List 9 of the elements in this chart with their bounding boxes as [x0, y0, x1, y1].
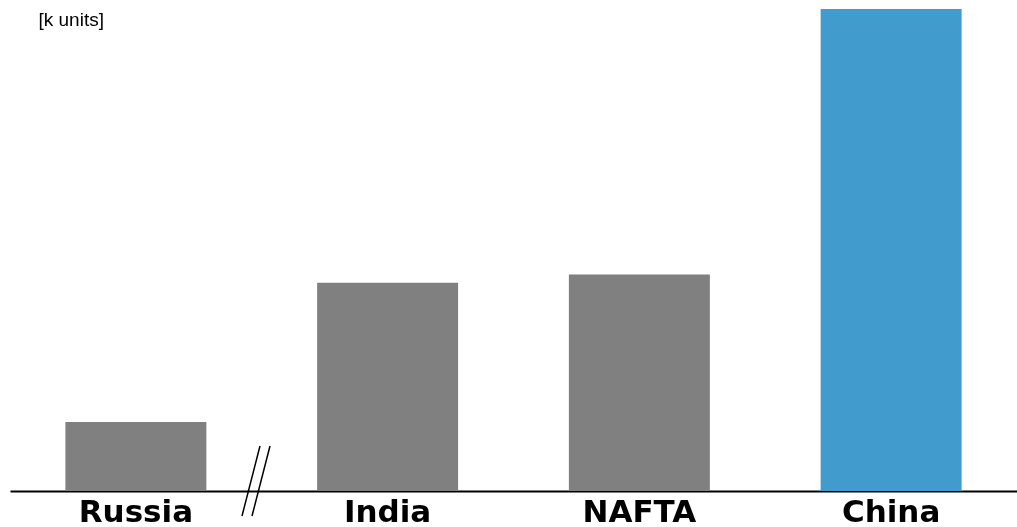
bar: [568, 274, 710, 491]
bar: [317, 282, 459, 491]
bar: [65, 422, 207, 491]
y-axis-title: [k units]: [38, 8, 104, 30]
x-tick-label: NAFTA: [582, 492, 697, 527]
x-tick-label: China: [841, 492, 941, 527]
x-tick-label: India: [343, 492, 432, 527]
bar: [820, 9, 962, 491]
x-tick-label: Russia: [78, 492, 194, 527]
